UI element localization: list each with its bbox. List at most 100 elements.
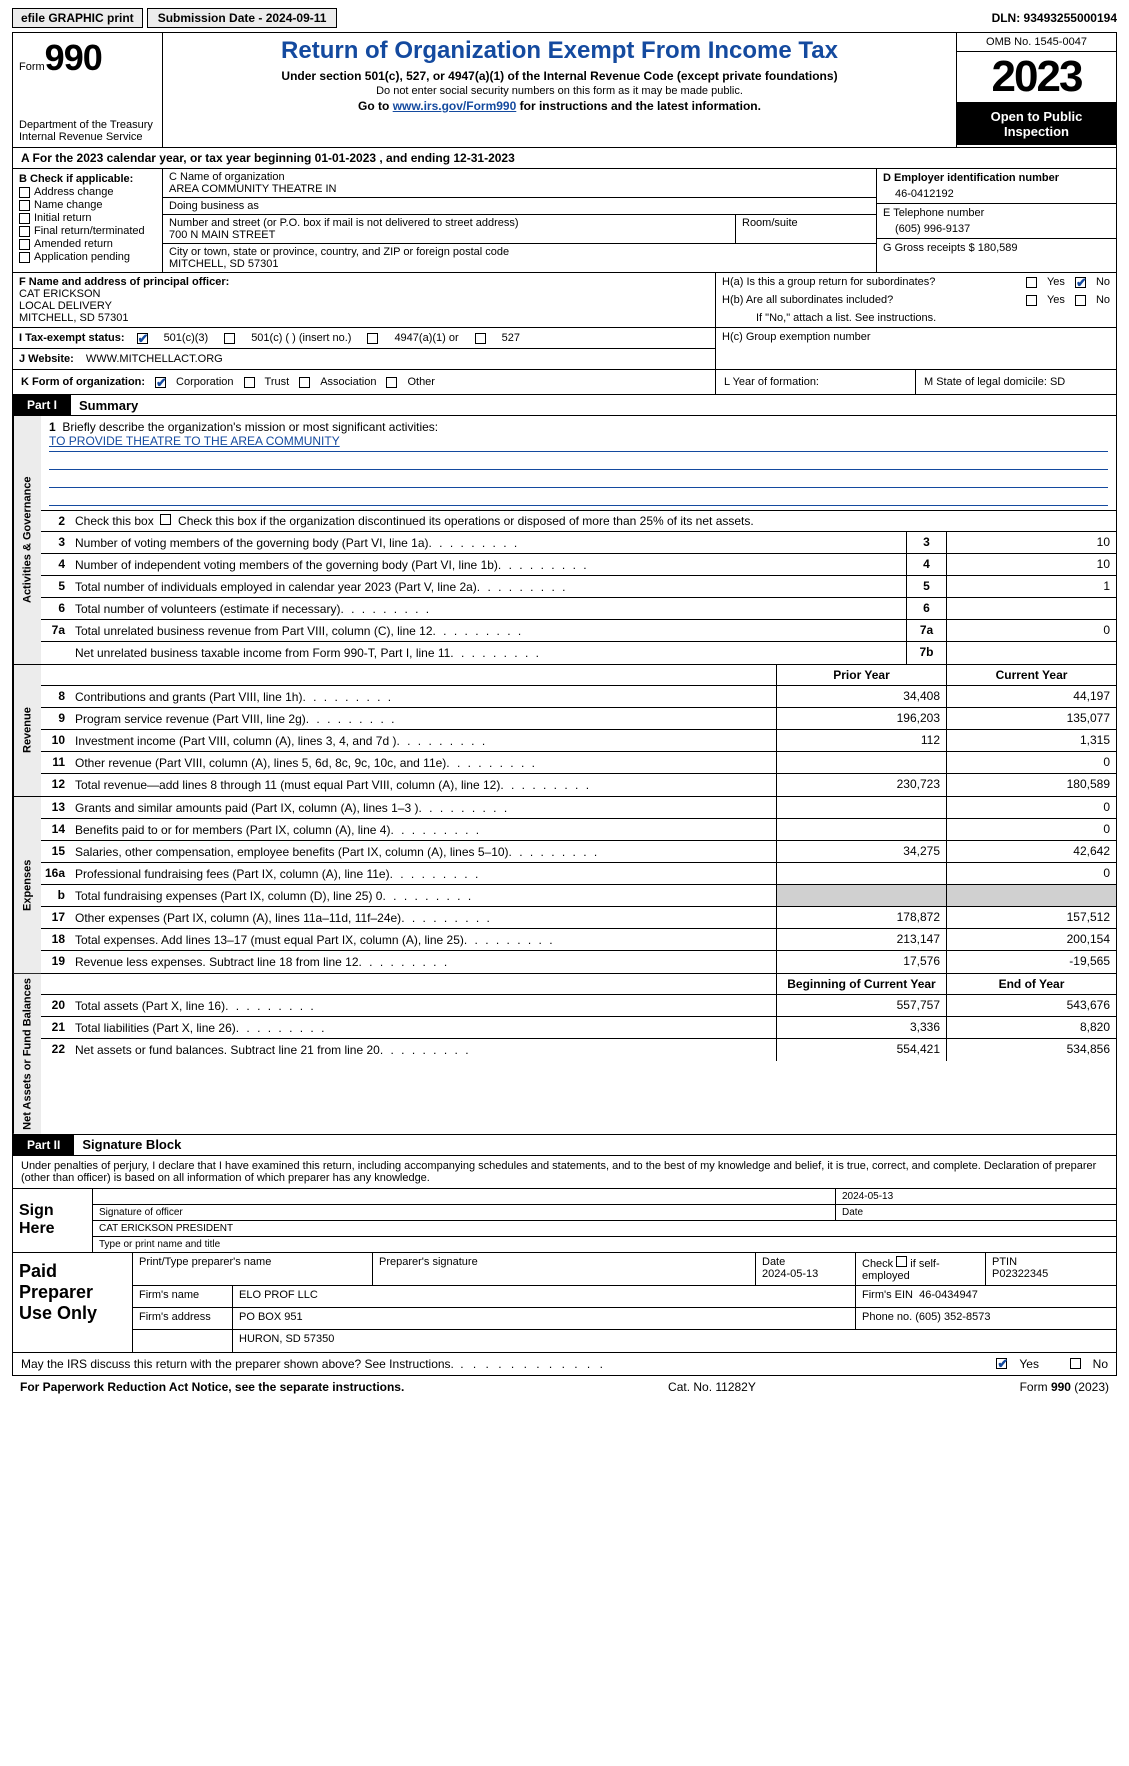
box-b-label: B Check if applicable: bbox=[19, 173, 156, 185]
checkbox-name-change[interactable] bbox=[19, 200, 30, 211]
submission-date: Submission Date - 2024-09-11 bbox=[147, 8, 338, 28]
501c3-label: 501(c)(3) bbox=[164, 332, 209, 344]
efile-print-button[interactable]: efile GRAPHIC print bbox=[12, 8, 143, 28]
checkbox-app-pending[interactable] bbox=[19, 252, 30, 263]
checkbox-assoc[interactable] bbox=[299, 377, 310, 388]
current-value: 534,856 bbox=[946, 1039, 1116, 1061]
checkbox-address-change[interactable] bbox=[19, 187, 30, 198]
org-name-label: C Name of organization bbox=[169, 171, 870, 183]
prep-date-value: 2024-05-13 bbox=[762, 1268, 818, 1280]
checkbox-hb-yes[interactable] bbox=[1026, 295, 1037, 306]
line-num: 20 bbox=[41, 995, 71, 1016]
firm-phone-label: Phone no. bbox=[862, 1311, 912, 1323]
line-num: 10 bbox=[41, 730, 71, 751]
officer-label: F Name and address of principal officer: bbox=[19, 276, 709, 288]
part1-header: Part I Summary bbox=[12, 395, 1117, 416]
firm-addr2: HURON, SD 57350 bbox=[233, 1330, 1116, 1352]
corp-label: Corporation bbox=[176, 376, 233, 388]
amended-label: Amended return bbox=[34, 238, 113, 250]
line-value: 0 bbox=[946, 620, 1116, 641]
app-pending-label: Application pending bbox=[34, 251, 130, 263]
line-num: 3 bbox=[41, 532, 71, 553]
final-return-label: Final return/terminated bbox=[34, 225, 145, 237]
net-assets-section: Net Assets or Fund Balances Beginning of… bbox=[12, 974, 1117, 1135]
line-desc: Total number of volunteers (estimate if … bbox=[71, 598, 906, 619]
other-label: Other bbox=[407, 376, 435, 388]
checkbox-ha-no[interactable] bbox=[1075, 277, 1086, 288]
checkbox-amended[interactable] bbox=[19, 239, 30, 250]
line-num: 16a bbox=[41, 863, 71, 884]
line-num: 19 bbox=[41, 951, 71, 973]
vtab-netassets: Net Assets or Fund Balances bbox=[13, 974, 41, 1134]
ha-label: H(a) Is this a group return for subordin… bbox=[722, 276, 935, 288]
prior-value bbox=[776, 819, 946, 840]
lower-entity-block: F Name and address of principal officer:… bbox=[12, 273, 1117, 370]
line-value: 10 bbox=[946, 532, 1116, 553]
current-value bbox=[946, 885, 1116, 906]
line-desc: Program service revenue (Part VIII, line… bbox=[71, 708, 776, 729]
line-desc: Total expenses. Add lines 13–17 (must eq… bbox=[71, 929, 776, 950]
checkbox-self-employed[interactable] bbox=[896, 1256, 907, 1267]
line-desc: Professional fundraising fees (Part IX, … bbox=[71, 863, 776, 884]
checkbox-501c[interactable] bbox=[224, 333, 235, 344]
line-box: 7a bbox=[906, 620, 946, 641]
addr-value: 700 N MAIN STREET bbox=[169, 229, 729, 241]
form-word-footer: Form bbox=[1020, 1380, 1051, 1394]
officer-name: CAT ERICKSON bbox=[19, 288, 709, 300]
line-desc: Net unrelated business taxable income fr… bbox=[71, 642, 906, 664]
officer-print-name: CAT ERICKSON PRESIDENT bbox=[93, 1221, 1116, 1236]
city-value: MITCHELL, SD 57301 bbox=[169, 258, 870, 270]
part2-badge: Part II bbox=[13, 1135, 74, 1155]
line-value: 1 bbox=[946, 576, 1116, 597]
room-suite-label: Room/suite bbox=[736, 215, 876, 243]
phone-label: E Telephone number bbox=[883, 207, 1110, 219]
prior-value: 34,275 bbox=[776, 841, 946, 862]
checkbox-discuss-no[interactable] bbox=[1070, 1358, 1081, 1369]
checkbox-hb-no[interactable] bbox=[1075, 295, 1086, 306]
form-header: Form990 Department of the Treasury Inter… bbox=[12, 32, 1117, 148]
name-change-label: Name change bbox=[34, 199, 103, 211]
entity-block: B Check if applicable: Address change Na… bbox=[12, 169, 1117, 273]
gross-receipts-value: 180,589 bbox=[978, 242, 1018, 254]
checkbox-527[interactable] bbox=[475, 333, 486, 344]
hb-label: H(b) Are all subordinates included? bbox=[722, 294, 893, 306]
hc-label: H(c) Group exemption number bbox=[716, 327, 1116, 346]
mission-text[interactable]: TO PROVIDE THEATRE TO THE AREA COMMUNITY bbox=[49, 434, 340, 448]
form-of-org-row: K Form of organization: Corporation Trus… bbox=[12, 370, 1117, 395]
part1-badge: Part I bbox=[13, 395, 71, 415]
current-value: 0 bbox=[946, 863, 1116, 884]
line-desc: Total fundraising expenses (Part IX, col… bbox=[71, 885, 776, 906]
checkbox-final-return[interactable] bbox=[19, 226, 30, 237]
checkbox-discuss-yes[interactable] bbox=[996, 1358, 1007, 1369]
prior-value bbox=[776, 863, 946, 884]
checkbox-corp[interactable] bbox=[155, 377, 166, 388]
paid-preparer-label: Paid Preparer Use Only bbox=[13, 1253, 133, 1352]
current-value: 135,077 bbox=[946, 708, 1116, 729]
ein-value: 46-0412192 bbox=[883, 184, 1110, 200]
checkbox-501c3[interactable] bbox=[137, 333, 148, 344]
activities-governance-section: Activities & Governance 1 Briefly descri… bbox=[12, 416, 1117, 665]
line-desc: Other expenses (Part IX, column (A), lin… bbox=[71, 907, 776, 928]
initial-return-label: Initial return bbox=[34, 212, 91, 224]
prior-value bbox=[776, 752, 946, 773]
checkbox-4947[interactable] bbox=[367, 333, 378, 344]
checkbox-initial-return[interactable] bbox=[19, 213, 30, 224]
ssn-warning: Do not enter social security numbers on … bbox=[173, 85, 946, 97]
top-bar: efile GRAPHIC print Submission Date - 20… bbox=[12, 8, 1117, 28]
current-value: 42,642 bbox=[946, 841, 1116, 862]
checkbox-other[interactable] bbox=[386, 377, 397, 388]
gross-receipts-label: G Gross receipts $ bbox=[883, 242, 975, 254]
checkbox-trust[interactable] bbox=[244, 377, 255, 388]
prep-sig-label: Preparer's signature bbox=[373, 1253, 756, 1285]
checkbox-ha-yes[interactable] bbox=[1026, 277, 1037, 288]
ptin-label: PTIN bbox=[992, 1256, 1017, 1268]
checkbox-discontinued[interactable] bbox=[160, 514, 171, 525]
firm-ein: 46-0434947 bbox=[919, 1289, 978, 1301]
firm-name-label: Firm's name bbox=[133, 1286, 233, 1307]
irs-link[interactable]: www.irs.gov/Form990 bbox=[393, 99, 517, 113]
line-desc: Total liabilities (Part X, line 26) bbox=[71, 1017, 776, 1038]
firm-addr1: PO BOX 951 bbox=[239, 1311, 303, 1323]
paperwork-notice: For Paperwork Reduction Act Notice, see … bbox=[20, 1380, 404, 1394]
prior-value bbox=[776, 885, 946, 906]
officer-addr1: LOCAL DELIVERY bbox=[19, 300, 709, 312]
